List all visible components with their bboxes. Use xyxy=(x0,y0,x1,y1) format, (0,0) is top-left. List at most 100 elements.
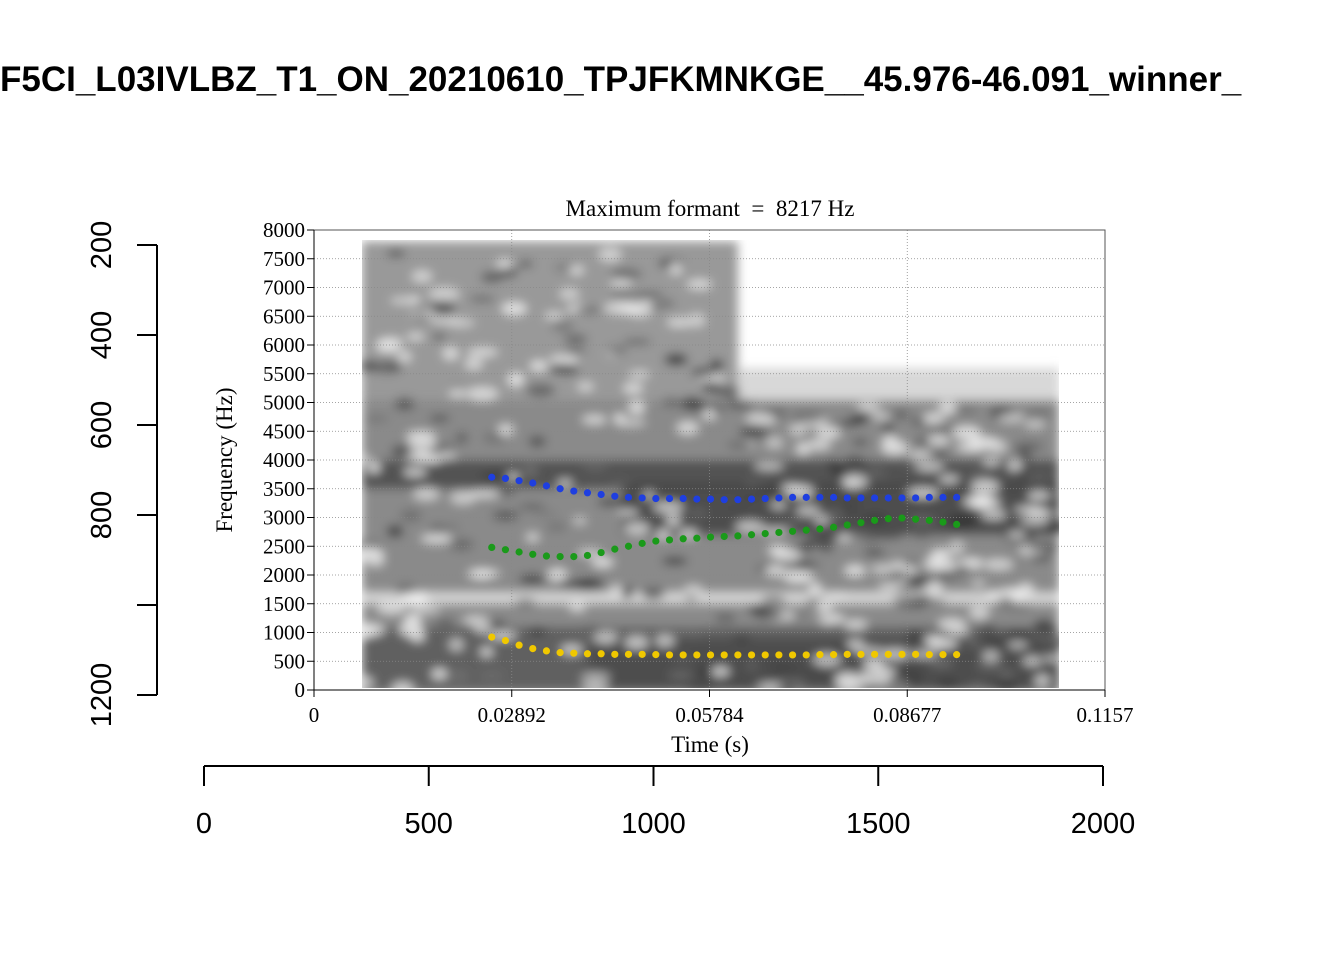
formant-point xyxy=(693,651,701,659)
y-tick-label: 2000 xyxy=(263,563,305,587)
spectrogram-blob xyxy=(507,373,524,386)
spectrogram-blob xyxy=(843,455,867,469)
formant-point xyxy=(747,531,756,539)
spectrogram-blob xyxy=(581,461,609,474)
spectrogram-blob xyxy=(366,554,385,567)
spectrogram-blob xyxy=(362,359,377,373)
spectrogram-blob xyxy=(836,533,851,541)
spectrogram-blob xyxy=(745,659,759,672)
spectrogram-blob xyxy=(623,522,651,535)
spectrogram-blob xyxy=(765,437,783,448)
y-tick-label: 0 xyxy=(295,678,306,702)
spectrogram-blob xyxy=(925,580,943,595)
spectrogram-blob xyxy=(564,345,587,354)
spectrogram-blob xyxy=(428,287,460,301)
spectrogram-blob xyxy=(913,530,930,539)
spectrogram-blob xyxy=(433,630,460,640)
spectrogram-blob xyxy=(515,597,536,608)
spectrogram-blob xyxy=(642,491,656,500)
formant-point xyxy=(775,651,783,659)
spectrogram-blob xyxy=(982,457,1001,467)
x-axis-label: Time (s) xyxy=(671,732,749,757)
spectrogram-blob xyxy=(473,619,491,634)
formant-point xyxy=(693,495,701,503)
y-tick-label: 3000 xyxy=(263,506,305,530)
spectrogram-blob xyxy=(752,484,785,494)
spectrogram-blob xyxy=(496,259,513,270)
formant-point xyxy=(939,518,947,526)
spectrogram-blob xyxy=(574,306,601,314)
spectrogram-blob xyxy=(549,363,573,375)
formant-point xyxy=(679,535,687,543)
formant-point xyxy=(488,543,496,552)
outer-x-tick-label: 0 xyxy=(196,808,212,840)
spectrogram-blob xyxy=(676,421,699,435)
page-title: F5CI_L03IVLBZ_T1_ON_20210610_TPJFKMNKGE_… xyxy=(0,60,1242,99)
spectrogram-blob xyxy=(1017,583,1034,596)
formant-point xyxy=(912,515,920,523)
y-tick-label: 7500 xyxy=(263,247,305,271)
spectrogram-blob xyxy=(791,410,824,424)
spectrogram-blob xyxy=(661,556,688,566)
formant-point xyxy=(624,493,633,501)
spectrogram-blob xyxy=(666,317,692,327)
y-tick-label: 1500 xyxy=(263,592,305,616)
spectrogram-blob xyxy=(1024,419,1046,429)
formant-point xyxy=(652,651,660,659)
spectrogram-blob xyxy=(635,292,665,299)
spectrogram-blob xyxy=(521,464,539,477)
spectrogram-blob xyxy=(1043,655,1058,662)
spectrogram-blob xyxy=(1027,491,1051,502)
formant-point xyxy=(884,650,892,658)
spectrogram-blob xyxy=(808,583,822,594)
spectrogram-blob xyxy=(772,549,803,559)
spectrogram-blob xyxy=(386,524,404,539)
spectrogram-blob xyxy=(870,674,891,685)
formant-point xyxy=(652,494,660,503)
spectrogram-blob xyxy=(656,529,670,540)
formant-point xyxy=(802,526,810,534)
spectrogram-blob xyxy=(927,554,945,569)
formant-point xyxy=(570,487,578,495)
x-tick-label: 0.1157 xyxy=(1077,703,1134,727)
formant-point xyxy=(515,548,523,556)
formant-point xyxy=(871,516,879,524)
spectrogram-blob xyxy=(709,359,724,372)
spectrogram-blob xyxy=(404,451,435,462)
formant-point xyxy=(679,494,687,503)
formant-point xyxy=(638,494,646,502)
spectrogram-blob xyxy=(406,333,425,341)
spectrogram-texture xyxy=(362,241,1059,688)
spectrogram-blob xyxy=(518,260,534,268)
formant-point xyxy=(747,651,756,659)
spectrogram-blob xyxy=(425,686,446,688)
spectrogram-blob xyxy=(680,397,704,411)
formant-point xyxy=(488,633,496,641)
spectrogram-blob xyxy=(777,685,794,688)
formant-point xyxy=(583,650,592,658)
outer-y-tick-label: 600 xyxy=(86,401,118,449)
spectrogram-blob xyxy=(591,557,614,567)
formant-point xyxy=(898,650,906,658)
formant-point xyxy=(939,651,947,659)
spectrogram-blob xyxy=(714,386,741,398)
formant-point xyxy=(597,490,605,499)
formant-point xyxy=(556,649,564,657)
formant-point xyxy=(638,539,646,547)
spectrogram-blob xyxy=(776,671,800,683)
formant-point xyxy=(802,493,810,501)
spectrogram-blob xyxy=(398,592,430,606)
formant-point xyxy=(953,493,961,501)
spectrogram-blob xyxy=(429,414,450,423)
spectrogram-blob xyxy=(666,513,681,528)
spectrogram-blob xyxy=(620,586,634,599)
spectrogram-blob xyxy=(466,387,499,401)
formant-point xyxy=(542,647,551,655)
spectrogram-blob xyxy=(816,427,841,439)
spectrogram-blob xyxy=(825,458,841,468)
spectrogram-blob xyxy=(938,680,958,688)
spectrogram-blob xyxy=(925,423,952,436)
spectrogram-blob xyxy=(1026,508,1053,517)
formant-point xyxy=(843,521,851,529)
formant-point xyxy=(693,534,701,542)
